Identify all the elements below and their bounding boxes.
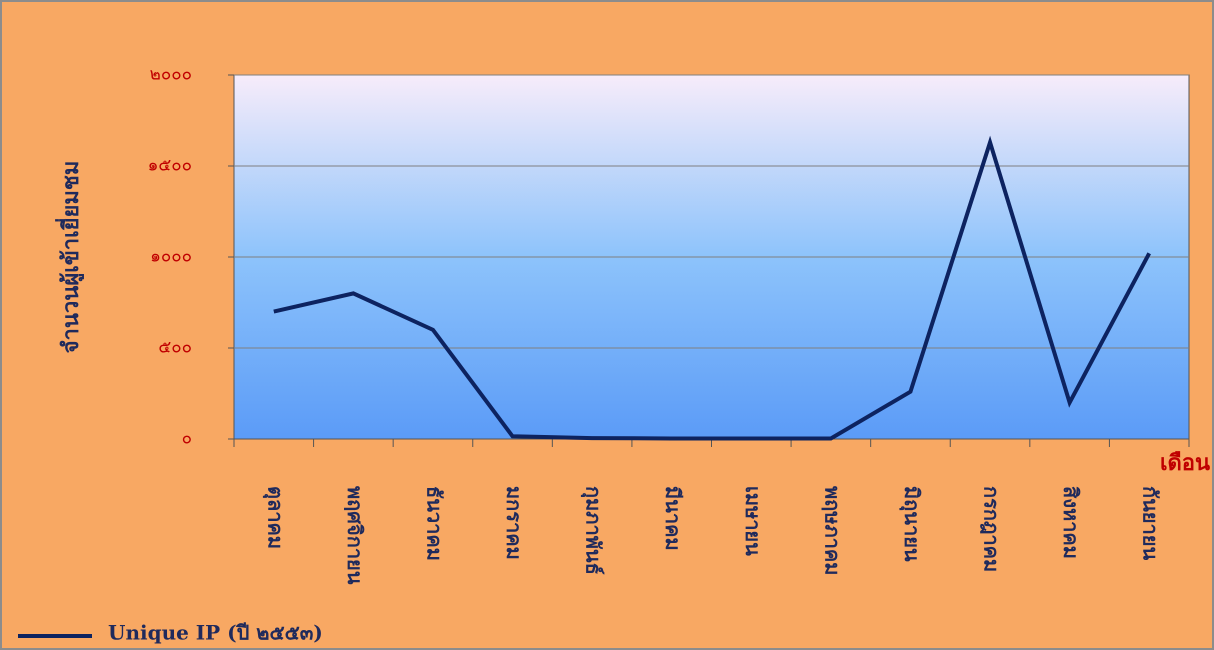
legend-label: Unique IP (ปี ๒๕๕๓)	[108, 621, 323, 645]
x-tick-label: กันยายน	[1139, 486, 1163, 560]
y-tick-label: ๒๐๐๐	[150, 65, 192, 85]
y-tick-label: ๐	[182, 429, 192, 449]
x-tick-label: เมษายน	[741, 486, 765, 556]
x-axis-title: เดือน	[1160, 450, 1210, 476]
x-tick-label: มกราคม	[502, 486, 526, 560]
x-tick-label: พฤศจิกายน	[343, 486, 367, 585]
x-tick-label: กรกฎาคม	[980, 486, 1004, 572]
x-tick-label: สิงหาคม	[1059, 486, 1083, 559]
y-tick-label: ๕๐๐	[158, 338, 192, 358]
y-tick-label: ๑๐๐๐	[150, 247, 192, 267]
x-tick-label: ตุลาคม	[262, 486, 287, 549]
y-axis-title: จำนวนผู้เข้าเยี่ยมชม	[54, 161, 85, 354]
x-tick-label: พฤษภาคม	[820, 486, 844, 575]
x-tick-label: กุมภาพันธ์	[581, 486, 606, 575]
line-series	[273, 135, 1151, 441]
y-tick-label: ๑๕๐๐	[148, 156, 192, 176]
x-tick-label: มิถุนายน	[899, 486, 924, 562]
x-tick-label: ธันวาคม	[422, 486, 446, 561]
x-tick-label: มีนาคม	[661, 486, 685, 551]
